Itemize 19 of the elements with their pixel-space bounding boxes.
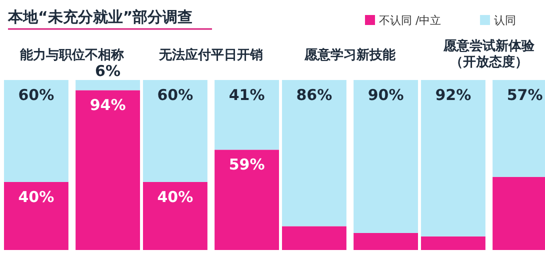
data-label: 57%: [506, 86, 543, 104]
data-label: 92%: [435, 86, 472, 104]
data-label: 40%: [18, 188, 54, 206]
data-label: 94%: [90, 96, 126, 114]
legend-label: 不认同 /中立: [379, 14, 442, 27]
data-label: 90%: [368, 86, 404, 104]
data-label: 60%: [157, 86, 194, 104]
data-label: 41%: [228, 86, 265, 104]
data-label: 86%: [296, 86, 332, 104]
legend-label: 认同: [494, 14, 516, 27]
chart-subtitle: 愿意学习新技能: [304, 47, 396, 63]
data-label: 60%: [18, 86, 54, 104]
chart-subtitle: 愿意尝试新体验（开放态度）: [442, 38, 536, 70]
data-label: 40%: [157, 188, 194, 206]
chart-subtitle: 无法应付平日开销: [158, 47, 263, 63]
chart-title: 本地“未充分就业”部分调查: [7, 8, 193, 26]
data-label: 6%: [95, 62, 121, 80]
chart-subtitle: 能力与职位不相称: [20, 47, 125, 63]
data-label: 59%: [228, 156, 265, 174]
